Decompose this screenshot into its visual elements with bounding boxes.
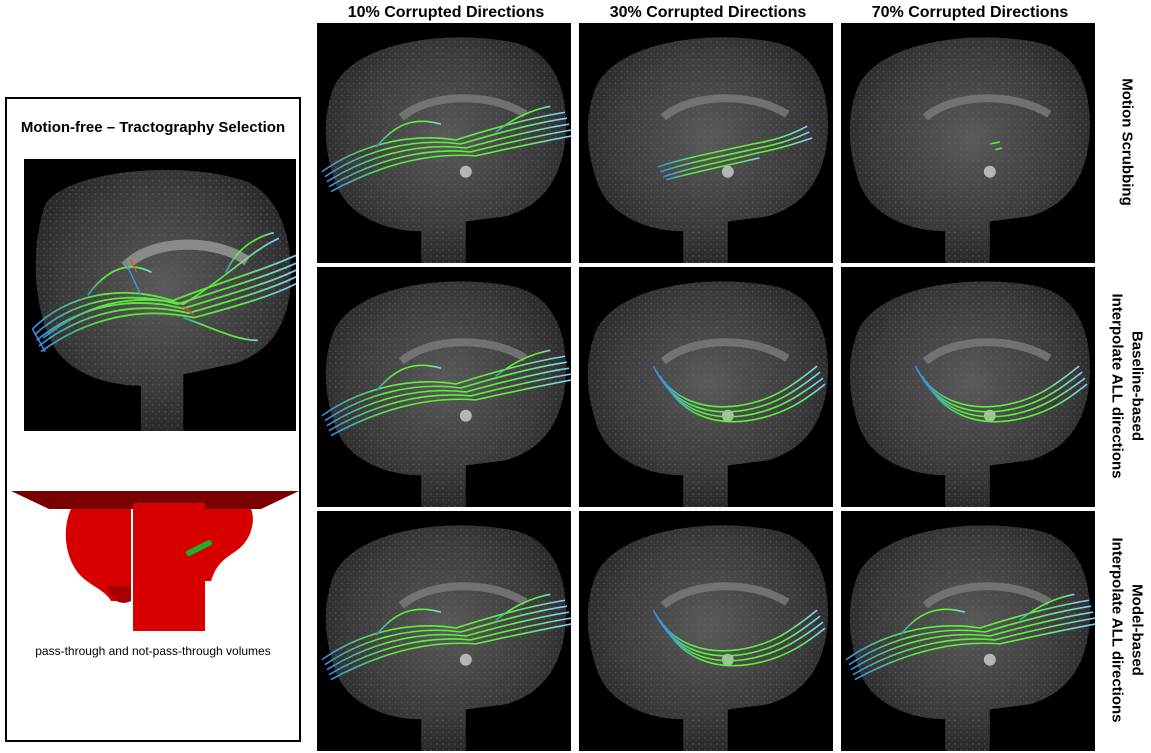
row-heading-baseline: Baseline-based Interpolate ALL direction… <box>1103 266 1151 506</box>
column-heading-70: 70% Corrupted Directions <box>871 4 1069 21</box>
row-heading-line: Interpolate ALL directions <box>1109 293 1126 479</box>
tractography-panel-r2-c1 <box>316 266 572 508</box>
row-heading-line: Model-based <box>1129 584 1146 676</box>
reference-caption: pass-through and not-pass-through volume… <box>35 644 271 658</box>
row-heading-line: Baseline-based <box>1129 330 1146 442</box>
tractography-panel-r1-c1 <box>316 22 572 264</box>
column-heading-30: 30% Corrupted Directions <box>609 4 807 21</box>
reference-panel: Motion-free – Tractography Selection <box>5 97 301 742</box>
reference-brain-image <box>24 159 296 431</box>
row-heading-line: Interpolate ALL directions <box>1109 537 1126 723</box>
row-heading-line: Motion Scrubbing <box>1119 78 1137 206</box>
tractography-panel-r1-c2 <box>578 22 834 264</box>
tractography-panel-r3-c2 <box>578 510 834 752</box>
tractography-panel-r1-c3 <box>840 22 1096 264</box>
tractography-panel-r3-c3 <box>840 510 1096 752</box>
column-heading-10: 10% Corrupted Directions <box>347 4 545 21</box>
reference-title: Motion-free – Tractography Selection <box>20 119 286 136</box>
roi-volumes-image <box>11 491 299 631</box>
tractography-panel-r2-c2 <box>578 266 834 508</box>
tractography-panel-r2-c3 <box>840 266 1096 508</box>
row-heading-motion-scrubbing: Motion Scrubbing <box>1103 22 1151 262</box>
tractography-panel-r3-c1 <box>316 510 572 752</box>
row-heading-model: Model-based Interpolate ALL directions <box>1103 510 1151 750</box>
